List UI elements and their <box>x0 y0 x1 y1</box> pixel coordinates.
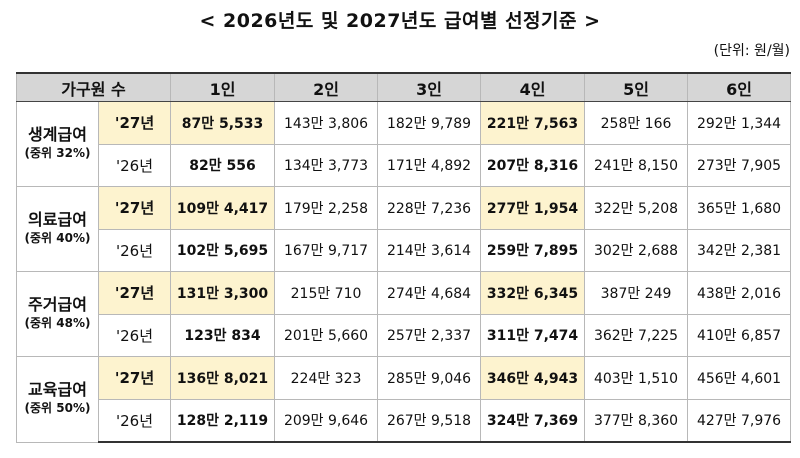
table-row: '26년 82만 556 134만 3,773 171만 4,892 207만 8,31… <box>17 143 792 187</box>
year-cell: '26년 <box>97 313 172 357</box>
category-median-rate: (중위 32%) <box>24 146 91 160</box>
category-median-rate: (중위 50%) <box>24 401 91 416</box>
value-cell: 365만 1,680 <box>687 186 792 230</box>
value-cell: 207만 8,316 <box>480 143 586 187</box>
value-cell: 228만 7,236 <box>377 186 482 230</box>
year-cell: '27년 <box>97 186 172 230</box>
value-cell: 322만 5,208 <box>584 186 689 230</box>
value-cell: 257만 2,337 <box>377 313 482 357</box>
value-cell: 109만 4,417 <box>170 186 276 230</box>
category-median-rate: (중위 48%) <box>24 316 91 330</box>
header-household: 가구원 수 <box>15 72 172 102</box>
category-education: 교육급여 (중위 50%) <box>16 356 99 443</box>
value-cell: 267만 9,518 <box>377 398 482 443</box>
value-cell: 285만 9,046 <box>377 356 482 400</box>
table-row: '26년 102만 5,695 167만 9,717 214만 3,614 259만 7… <box>17 228 792 272</box>
value-cell: 324만 7,369 <box>480 398 586 443</box>
value-cell: 427만 7,976 <box>687 398 792 443</box>
header-4person: 4인 <box>480 72 586 102</box>
value-cell: 123만 834 <box>170 313 276 357</box>
year-cell: '26년 <box>97 143 172 187</box>
category-medical: 의료급여 (중위 40%) <box>16 186 99 272</box>
value-cell: 221만 7,563 <box>480 101 586 145</box>
table-row: '26년 128만 2,119 209만 9,646 267만 9,518 324만 7… <box>17 398 792 443</box>
value-cell: 311만 7,474 <box>480 313 586 357</box>
table-row: 교육급여 (중위 50%) '27년 136만 8,021 224만 323 285만 9… <box>16 356 792 443</box>
value-cell: 292만 1,344 <box>687 101 792 145</box>
table-title: < 2026년도 및 2027년도 급여별 선정기준 > <box>199 10 601 32</box>
value-cell: 258만 166 <box>584 101 689 145</box>
table-row: 생계급여 (중위 32%) '27년 87만 5,533 143만 3,806 182만 … <box>16 101 792 187</box>
value-cell: 136만 8,021 <box>170 356 276 400</box>
unit-note: (단위: 원/월) <box>713 43 790 59</box>
value-cell: 277만 1,954 <box>480 186 586 230</box>
header-row: 가구원 수 1인 2인 3인 4인 5인 6인 <box>15 72 792 102</box>
criteria-table: 가구원 수 1인 2인 3인 4인 5인 6인 생계급여 (중위 32%) '27년… <box>15 72 792 443</box>
category-name: 교육급여 <box>28 380 87 400</box>
value-cell: 87만 5,533 <box>170 101 276 145</box>
value-cell: 346만 4,943 <box>480 356 586 400</box>
value-cell: 302만 2,688 <box>584 228 689 272</box>
category-name: 생계급여 <box>28 125 87 144</box>
value-cell: 201만 5,660 <box>274 313 379 357</box>
year-cell: '27년 <box>97 356 172 400</box>
value-cell: 224만 323 <box>274 356 379 400</box>
value-cell: 167만 9,717 <box>274 228 379 272</box>
value-cell: 438만 2,016 <box>687 271 792 315</box>
category-livelihood: 생계급여 (중위 32%) <box>16 101 99 187</box>
value-cell: 171만 4,892 <box>377 143 482 187</box>
year-cell: '26년 <box>97 398 172 443</box>
value-cell: 456만 4,601 <box>687 356 792 400</box>
value-cell: 259만 7,895 <box>480 228 586 272</box>
table-row: 주거급여 (중위 48%) '27년 131만 3,300 215만 710 274만 4… <box>16 271 792 357</box>
value-cell: 179만 2,258 <box>274 186 379 230</box>
value-cell: 182만 9,789 <box>377 101 482 145</box>
value-cell: 131만 3,300 <box>170 271 276 315</box>
header-1person: 1인 <box>170 72 276 102</box>
value-cell: 274만 4,684 <box>377 271 482 315</box>
value-cell: 273만 7,905 <box>687 143 792 187</box>
value-cell: 128만 2,119 <box>170 398 276 443</box>
header-5person: 5인 <box>584 72 689 102</box>
value-cell: 82만 556 <box>170 143 276 187</box>
value-cell: 410만 6,857 <box>687 313 792 357</box>
year-cell: '27년 <box>97 271 172 315</box>
value-cell: 342만 2,381 <box>687 228 792 272</box>
value-cell: 143만 3,806 <box>274 101 379 145</box>
value-cell: 362만 7,225 <box>584 313 689 357</box>
value-cell: 215만 710 <box>274 271 379 315</box>
table-row: '26년 123만 834 201만 5,660 257만 2,337 311만 7,4… <box>17 313 792 357</box>
category-housing: 주거급여 (중위 48%) <box>16 271 99 357</box>
header-6person: 6인 <box>687 72 792 102</box>
value-cell: 403만 1,510 <box>584 356 689 400</box>
value-cell: 332만 6,345 <box>480 271 586 315</box>
value-cell: 241만 8,150 <box>584 143 689 187</box>
category-name: 주거급여 <box>28 295 87 314</box>
year-cell: '26년 <box>97 228 172 272</box>
value-cell: 387만 249 <box>584 271 689 315</box>
value-cell: 214만 3,614 <box>377 228 482 272</box>
table-row: 의료급여 (중위 40%) '27년 109만 4,417 179만 2,258 228만… <box>16 186 792 272</box>
category-name: 의료급여 <box>28 210 87 229</box>
value-cell: 377만 8,360 <box>584 398 689 443</box>
value-cell: 209만 9,646 <box>274 398 379 443</box>
header-2person: 2인 <box>274 72 379 102</box>
value-cell: 102만 5,695 <box>170 228 276 272</box>
header-3person: 3인 <box>377 72 482 102</box>
year-cell: '27년 <box>97 101 172 145</box>
category-median-rate: (중위 40%) <box>24 231 91 245</box>
value-cell: 134만 3,773 <box>274 143 379 187</box>
